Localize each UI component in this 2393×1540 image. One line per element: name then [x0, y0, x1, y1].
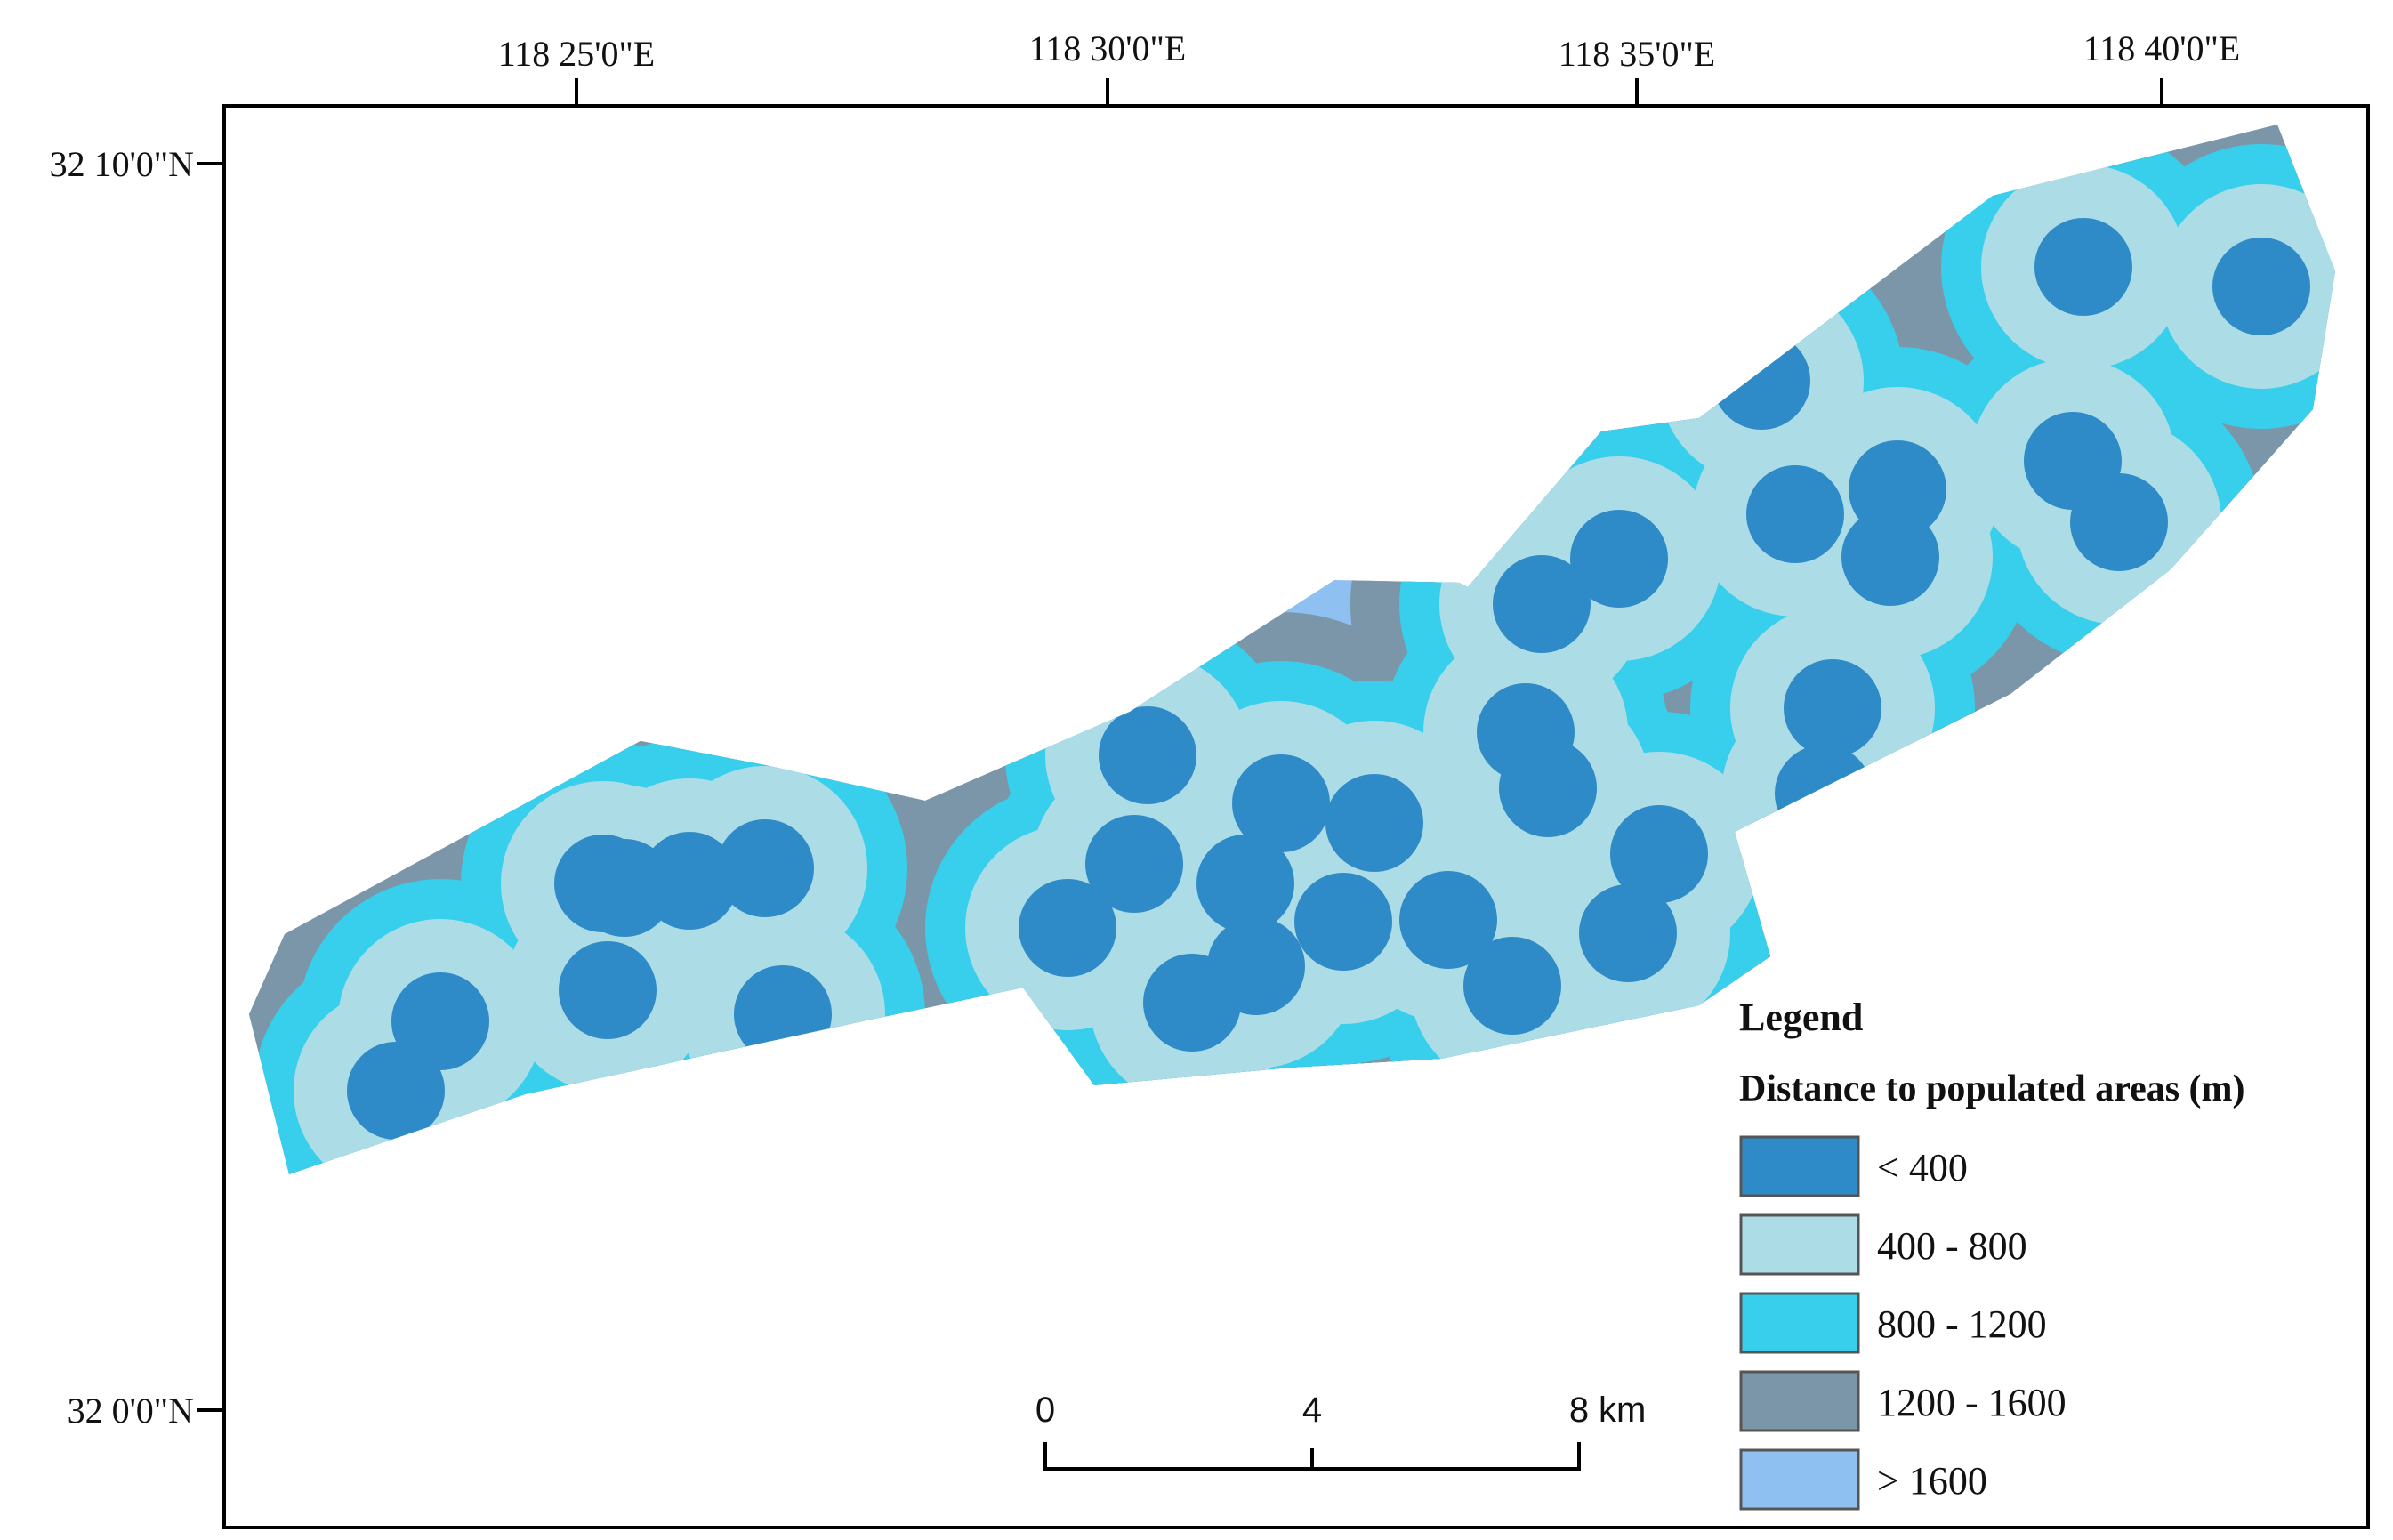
buffer-circle — [1746, 465, 1844, 563]
buffer-circle — [1019, 879, 1116, 977]
buffer-circle — [2212, 238, 2310, 335]
map-frame — [222, 104, 2370, 1529]
longitude-axis: 118 25'0"E 118 30'0"E 118 35'0"E 118 40'… — [498, 28, 2240, 106]
legend-swatch-800-1200 — [1739, 1292, 1860, 1354]
buffer-circle — [1610, 805, 1708, 903]
buffer-circle — [2034, 218, 2132, 316]
scale-label-8: 8 — [1569, 1391, 1589, 1430]
lat-label-top: 32 10'0"N — [50, 144, 194, 184]
lon-label-2: 118 30'0"E — [1029, 28, 1186, 69]
buffer-circle — [1463, 937, 1561, 1035]
buffer-circle — [1196, 835, 1294, 932]
buffer-circle — [1085, 815, 1183, 913]
buffer-circle — [2070, 473, 2168, 571]
buffer-circle — [347, 1042, 445, 1140]
lon-label-3: 118 35'0"E — [1559, 34, 1715, 74]
legend-swatch-under-400 — [1739, 1135, 1860, 1197]
buffer-circle — [734, 965, 832, 1063]
buffer-circle — [716, 819, 814, 917]
scale-label-0: 0 — [1035, 1391, 1055, 1430]
buffer-circle — [559, 941, 657, 1039]
legend: Legend Distance to populated areas (m) <… — [1739, 996, 2245, 1511]
legend-label-over-1600: > 1600 — [1877, 1459, 1987, 1503]
buffer-circle — [1570, 510, 1668, 608]
legend-swatch-1200-1600 — [1739, 1370, 1860, 1432]
buffer-circle — [641, 832, 738, 930]
lon-label-1: 118 25'0"E — [498, 34, 655, 74]
latitude-axis: 32 10'0"N 32 0'0"N — [50, 144, 224, 1431]
buffer-circle — [1499, 739, 1597, 837]
scale-unit: km — [1599, 1391, 1646, 1430]
buffer-circle — [1579, 884, 1677, 982]
buffer-circle — [1325, 774, 1423, 872]
buffer-circle — [1775, 745, 1873, 843]
legend-swatch-400-800 — [1739, 1213, 1860, 1276]
buffer-circle — [391, 972, 489, 1070]
legend-label-800-1200: 800 - 1200 — [1877, 1302, 2047, 1346]
legend-label-400-800: 400 - 800 — [1877, 1224, 2027, 1268]
buffer-circle — [1784, 659, 1881, 757]
lon-label-4: 118 40'0"E — [2083, 28, 2240, 69]
buffer-circle — [1493, 555, 1591, 653]
legend-label-under-400: < 400 — [1877, 1146, 1968, 1189]
buffer-circle — [1712, 332, 1810, 430]
buffer-circle — [1294, 873, 1392, 971]
scale-bar: 0 4 8 km — [1035, 1391, 1646, 1471]
lat-label-bottom: 32 0'0"N — [68, 1391, 194, 1431]
buffer-circle — [1099, 706, 1196, 804]
legend-title: Legend — [1739, 996, 1863, 1039]
buffer-circle — [1232, 754, 1330, 852]
legend-swatch-over-1600 — [1739, 1448, 1860, 1511]
legend-label-1200-1600: 1200 - 1600 — [1877, 1381, 2067, 1424]
buffer-ring-under-400 — [347, 218, 2310, 1140]
buffer-circle — [1399, 871, 1497, 969]
scale-label-4: 4 — [1302, 1391, 1322, 1430]
buffer-circle — [1841, 508, 1939, 606]
buffer-circle — [1207, 917, 1305, 1015]
legend-subtitle: Distance to populated areas (m) — [1739, 1068, 2245, 1109]
